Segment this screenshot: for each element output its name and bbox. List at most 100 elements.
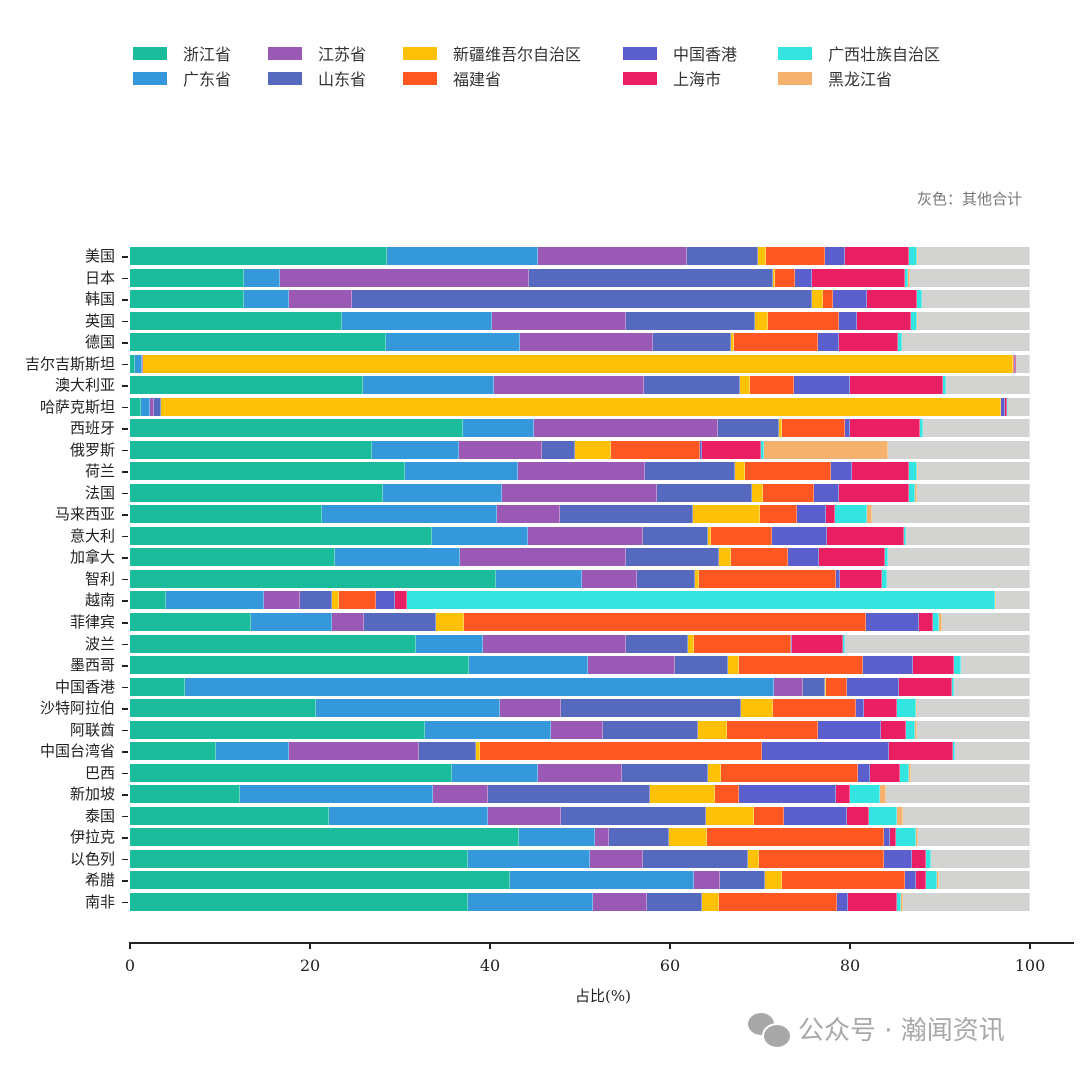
y-tick-label: 加拿大 <box>69 548 115 567</box>
bar-segment <box>939 613 942 631</box>
bar-segment <box>717 419 779 438</box>
bar-segment <box>851 462 910 481</box>
bar-segment <box>289 290 353 309</box>
y-tick-label: 日本 <box>84 268 115 287</box>
x-axis-label: 占比(%) <box>575 987 631 1005</box>
bar-segment <box>915 699 918 718</box>
x-tick-label: 0 <box>124 956 136 975</box>
bar-segment <box>803 677 826 696</box>
bar-segment <box>915 871 927 890</box>
stacked-bar <box>130 871 1030 890</box>
bar-segment <box>435 613 464 631</box>
bar-segment <box>537 247 688 265</box>
bar-segment <box>625 634 688 653</box>
bar-segment <box>812 290 823 309</box>
bar-segment <box>937 871 940 890</box>
bar-segment <box>917 462 1031 481</box>
bar-segment <box>731 548 788 567</box>
bar-segment <box>858 763 870 782</box>
bar-segment <box>130 354 136 373</box>
bar-segment <box>827 526 904 545</box>
bar-segment <box>316 699 500 718</box>
bar-segment <box>840 569 883 588</box>
x-tick <box>309 942 311 949</box>
bar-segment <box>842 634 846 653</box>
stacked-bar <box>130 569 1030 588</box>
legend-swatch <box>778 46 812 60</box>
bar-segment <box>387 247 538 265</box>
bar-row: 阿联酋 <box>0 720 1080 739</box>
bar-segment <box>848 892 897 911</box>
bar-segment <box>912 656 955 675</box>
bar-segment <box>714 785 740 804</box>
bar-segment <box>166 591 265 610</box>
y-tick <box>122 277 128 280</box>
bar-segment <box>831 462 852 481</box>
bar-row: 哈萨克斯坦 <box>0 397 1080 416</box>
bar-segment <box>707 526 712 545</box>
bar-row: 荷兰 <box>0 462 1080 481</box>
bar-segment <box>857 311 912 330</box>
bar-segment <box>501 483 658 502</box>
bar-segment <box>592 892 647 911</box>
bar-segment <box>899 677 952 696</box>
bar-row: 美国 <box>0 247 1080 265</box>
y-tick <box>122 686 128 689</box>
bar-segment <box>995 591 1031 610</box>
bar-segment <box>687 634 695 653</box>
bar-segment <box>622 763 708 782</box>
y-tick <box>122 815 128 818</box>
bar-segment <box>497 505 561 524</box>
bar-segment <box>918 311 1030 330</box>
legend-swatch <box>268 46 302 60</box>
bar-segment <box>882 569 887 588</box>
bar-segment <box>917 720 1030 739</box>
bar-segment <box>885 548 888 567</box>
bar-segment <box>845 634 1030 653</box>
y-tick-label: 菲律宾 <box>69 613 115 631</box>
bar-row: 加拿大 <box>0 548 1080 567</box>
y-tick-label: 中国香港 <box>54 677 115 696</box>
bar-segment <box>741 699 774 718</box>
bar-segment <box>130 311 342 330</box>
y-tick <box>122 578 128 581</box>
bar-segment <box>643 376 741 395</box>
bar-segment <box>517 462 645 481</box>
y-tick <box>122 492 128 495</box>
bar-segment <box>140 397 150 416</box>
bar-segment <box>694 871 721 890</box>
y-tick <box>122 665 128 667</box>
bar-segment <box>1015 354 1030 373</box>
bar-segment <box>1006 397 1009 416</box>
bar-segment <box>817 720 882 739</box>
bar-segment <box>849 376 943 395</box>
bar-segment <box>588 656 676 675</box>
bar-row: 澳大利亚 <box>0 376 1080 395</box>
bar-segment <box>908 483 916 502</box>
bar-row: 意大利 <box>0 526 1080 545</box>
y-tick <box>122 622 128 624</box>
bar-segment <box>695 569 699 588</box>
bar-segment <box>884 828 890 847</box>
bar-segment <box>795 268 813 287</box>
bar-segment <box>488 785 651 804</box>
bar-segment <box>698 569 837 588</box>
stacked-bar <box>130 763 1030 782</box>
bar-segment <box>675 656 729 675</box>
bar-segment <box>884 849 913 868</box>
stacked-bar <box>130 333 1030 352</box>
bar-segment <box>130 419 463 438</box>
bar-segment <box>482 634 626 653</box>
bar-segment <box>897 333 903 352</box>
bar-segment <box>581 569 637 588</box>
y-tick <box>122 794 128 796</box>
y-tick <box>122 751 128 753</box>
bar-segment <box>642 849 749 868</box>
bar-segment <box>832 290 868 309</box>
bar-segment <box>904 871 916 890</box>
y-tick-label: 希腊 <box>84 871 115 890</box>
bar-segment <box>903 526 906 545</box>
bar-segment <box>834 505 868 524</box>
bar-segment <box>130 591 166 610</box>
